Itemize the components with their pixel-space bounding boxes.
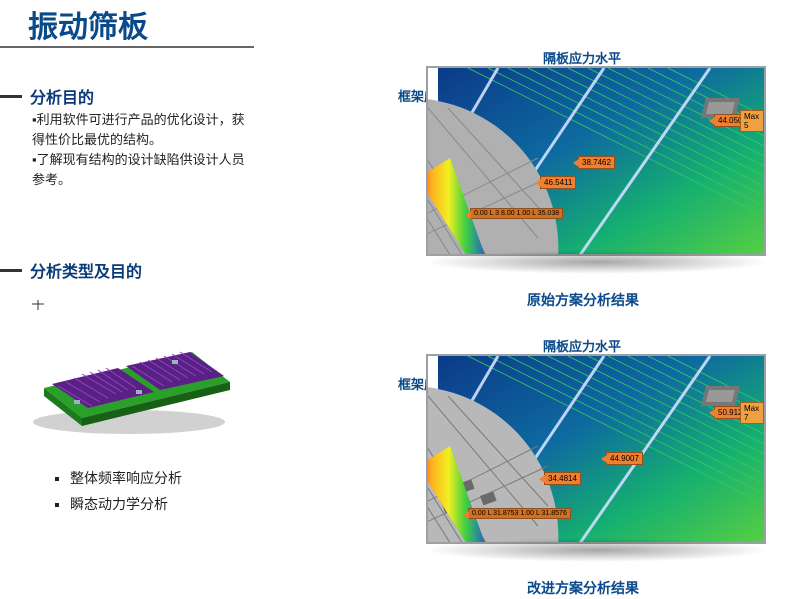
heading-dash-icon [0,95,22,98]
fig1-legend: 0.00 L 3 8.00 1.00 L 35.038 [470,208,563,219]
fig1-shadow [424,250,770,274]
fig1-caption: 原始方案分析结果 [398,290,768,310]
fig2-shadow [424,538,770,562]
section1-label: 分析目的 [30,84,94,108]
fig2-label-top: 隔板应力水平 [543,336,621,355]
section-heading-type: 分析类型及目的 [0,258,142,282]
fig2-caption: 改进方案分析结果 [398,578,768,598]
title-underline [0,46,254,48]
section1-body: ▪利用软件可进行产品的优化设计，获得性价比最优的结构。 ▪了解现有结构的设计缺陷… [32,110,254,191]
figure-original: 隔板应力水平 框架应力 [398,48,768,258]
section2-label: 分析类型及目的 [30,258,142,282]
fig2-tag2: 44.9007 [606,452,643,465]
fig1-tag2: 38.7462 [578,156,615,169]
figure-improved: 隔板应力水平 框架应力 [398,336,768,546]
list-item: 瞬态动力学分析 [70,494,182,514]
heading-dash-icon [0,269,22,272]
analysis-type-list: 整体频率响应分析 瞬态动力学分析 [70,468,182,520]
list-item: 整体频率响应分析 [70,468,182,488]
fig1-frame: 46.5411 38.7462 44.0506 Max 5 0.00 L 3 8… [426,66,766,256]
fig2-tag1: 34.4814 [544,472,581,485]
fig2-max: Max 7 [740,402,764,424]
fig1-max: Max 5 [740,110,764,132]
model-3d-illustration [14,296,244,444]
page-title: 振动筛板 [28,2,148,46]
fig2-frame: 34.4814 44.9007 50.9123 Max 7 0.00 L 31.… [426,354,766,544]
fig2-legend: 0.00 L 31.8753 1.00 L 31.8576 [468,508,571,519]
fig1-tag1: 46.5411 [540,176,576,189]
section-heading-purpose: 分析目的 [0,84,94,108]
fig1-label-top: 隔板应力水平 [543,48,621,67]
